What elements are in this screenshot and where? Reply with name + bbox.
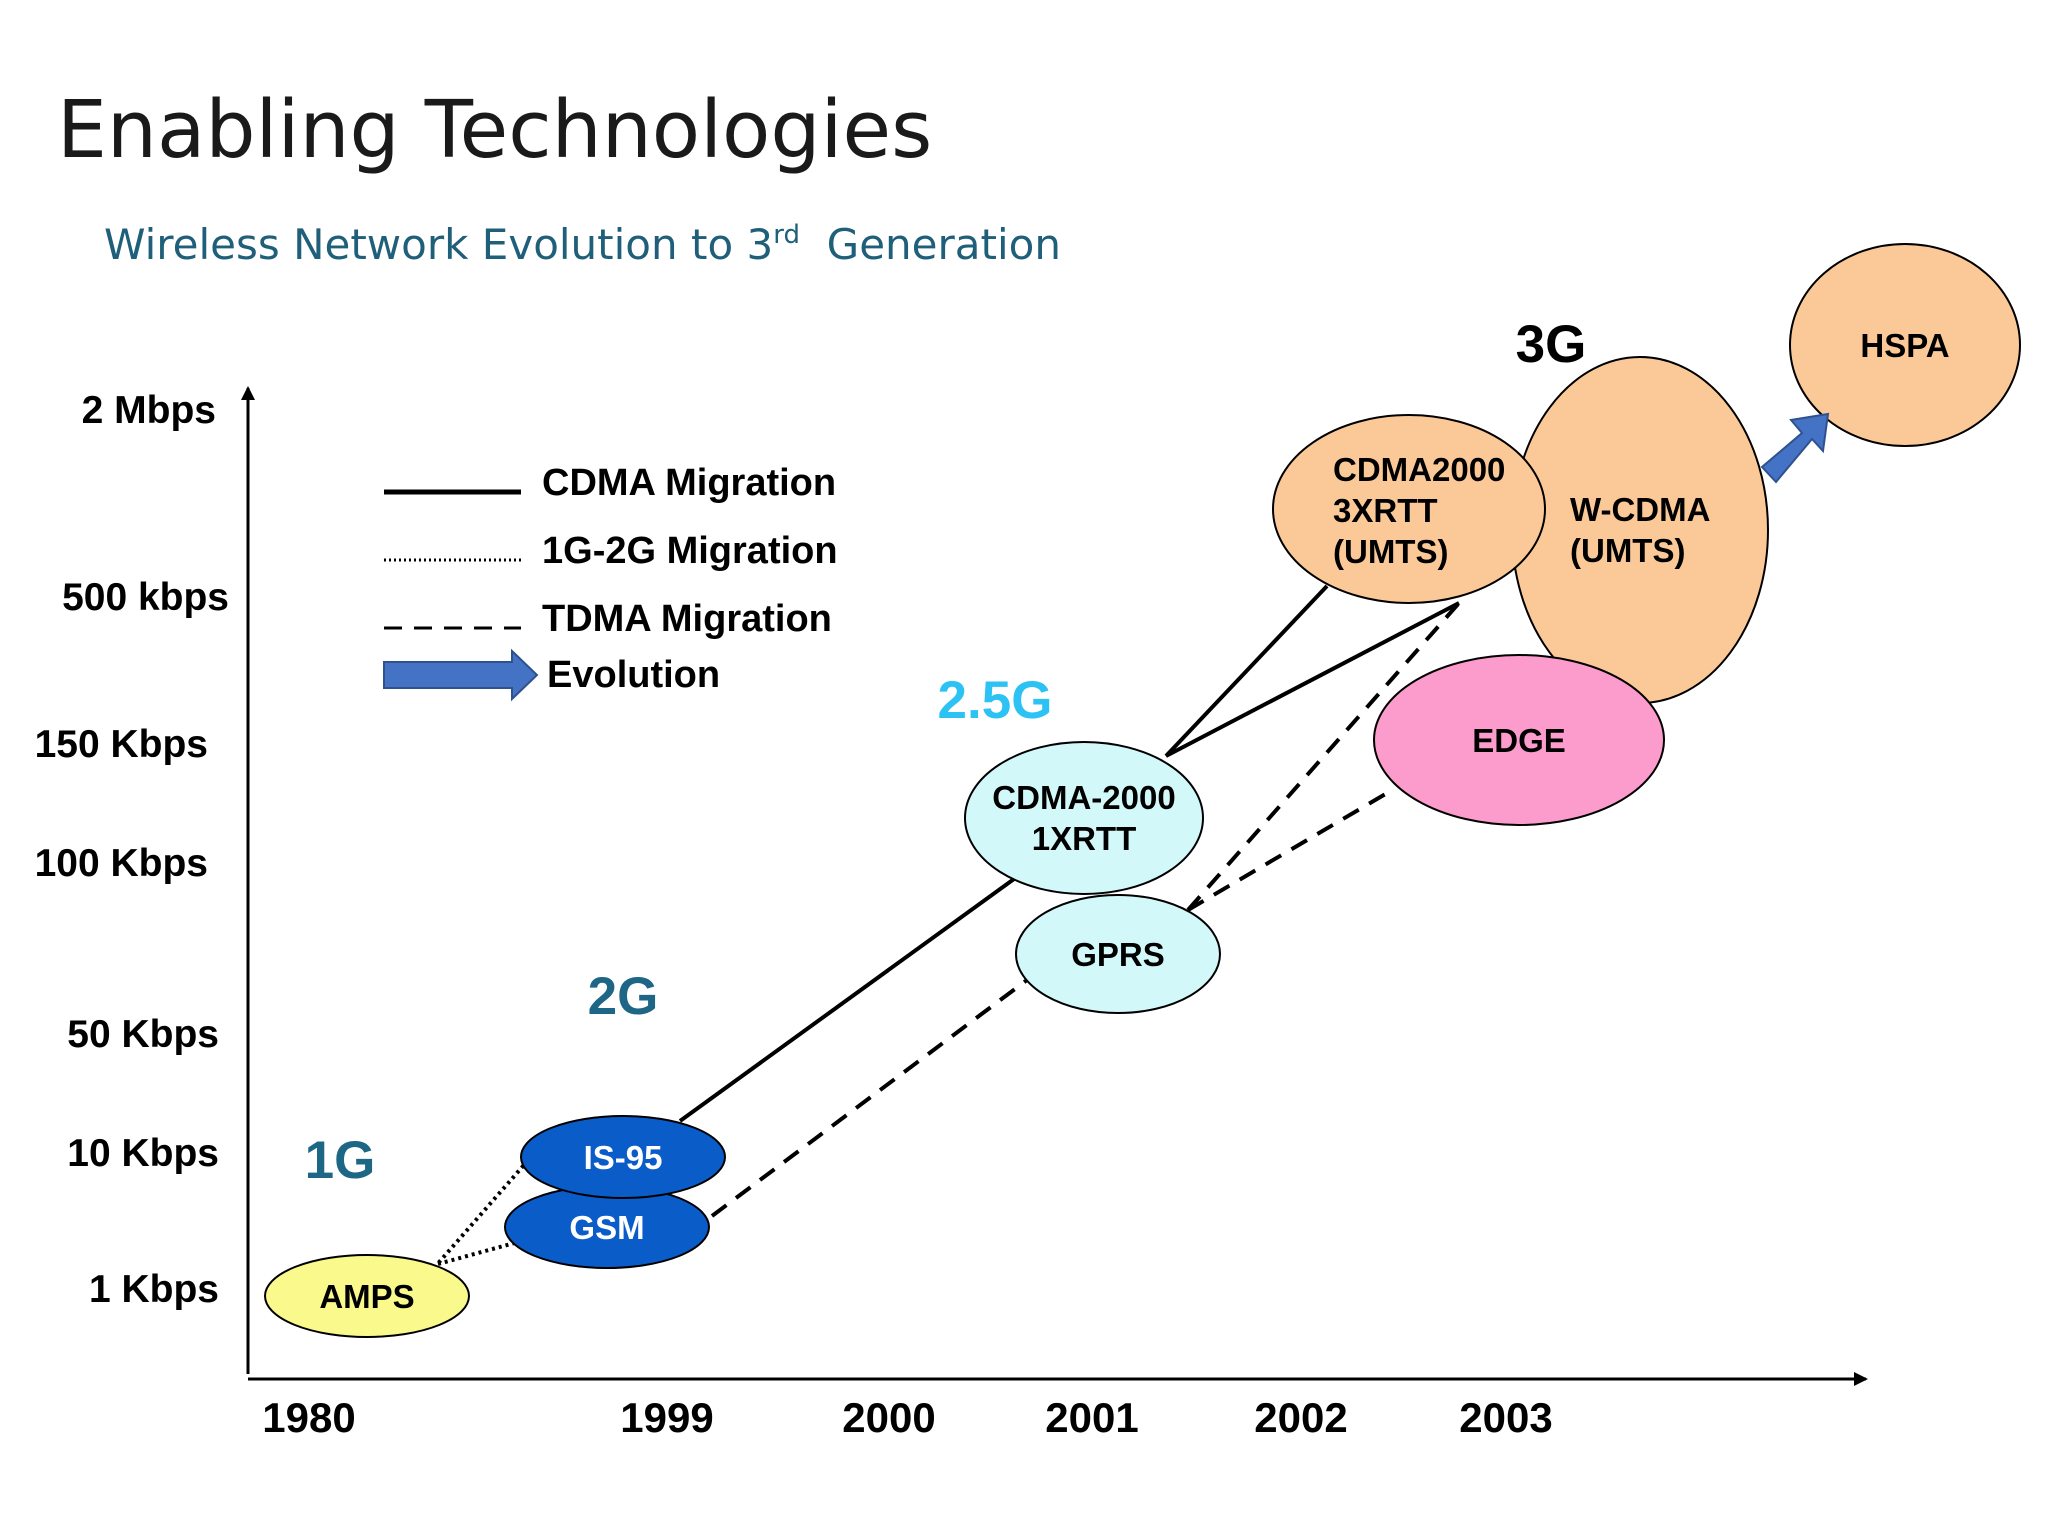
node-cdma3x-label-1: CDMA2000 (1333, 451, 1505, 488)
legend-cdma-label: CDMA Migration (542, 462, 836, 504)
node-hspa-shape (1789, 243, 2021, 447)
legend-1g2g-label: 1G-2G Migration (542, 530, 838, 572)
y-label-100kbps: 100 Kbps (35, 842, 208, 885)
x-label-2003: 2003 (1459, 1394, 1552, 1441)
node-gprs-label: GPRS (1071, 936, 1165, 973)
node-edge-shape (1373, 654, 1665, 826)
node-is95-label: IS-95 (584, 1139, 663, 1176)
page-title: Enabling Technologies (57, 84, 933, 176)
gen-label-2g: 2G (588, 967, 659, 1026)
legend-tdma-label: TDMA Migration (542, 598, 832, 640)
x-label-2001: 2001 (1045, 1394, 1138, 1441)
page-subtitle: Wireless Network Evolution to 3rd Genera… (104, 220, 1061, 269)
migration-gprs-wcdma (1186, 601, 1461, 912)
gen-label-3g: 3G (1516, 315, 1587, 374)
x-label-1999: 1999 (620, 1394, 713, 1441)
node-wcdma-shape (1511, 356, 1769, 704)
migration-gsm-gprs (710, 978, 1029, 1218)
migration-cdma1x-cdma3x (1164, 584, 1329, 758)
y-label-2mbps: 2 Mbps (82, 389, 216, 432)
node-wcdma-label-2: (UMTS) (1570, 532, 1685, 569)
node-cdma3x-label-2: 3XRTT (1333, 492, 1438, 529)
node-amps-label: AMPS (319, 1278, 414, 1315)
migration-gprs-edge (1186, 787, 1396, 912)
node-is95-shape (520, 1115, 726, 1199)
migration-is95-cdma1x (678, 877, 1016, 1123)
x-label-2002: 2002 (1254, 1394, 1347, 1441)
node-edge-label: EDGE (1472, 722, 1566, 759)
migration-cdma1x-wcdma (1165, 601, 1460, 758)
y-label-1kbps: 1 Kbps (89, 1268, 219, 1311)
gen-label-2-5g: 2.5G (938, 671, 1053, 730)
subtitle-sup: rd (773, 220, 800, 250)
legend-evolution-arrow (383, 648, 539, 702)
node-cdma3x-label-3: (UMTS) (1333, 533, 1448, 570)
evolution-arrow-wcdma-hspa (1760, 412, 1830, 484)
node-gsm-label: GSM (569, 1209, 644, 1246)
x-label-2000: 2000 (842, 1394, 935, 1441)
x-label-1980: 1980 (262, 1394, 355, 1441)
node-wcdma-label-1: W-CDMA (1570, 491, 1710, 528)
y-label-500kbps: 500 kbps (62, 576, 229, 619)
node-cdma1x-shape (964, 741, 1204, 895)
legend: CDMA Migration 1G-2G Migration TDMA Migr… (383, 462, 838, 702)
gen-label-1g: 1G (305, 1131, 376, 1190)
node-amps-shape (264, 1254, 470, 1338)
node-gprs-shape (1015, 894, 1221, 1014)
node-cdma1x-label-2: 1XRTT (1032, 820, 1137, 857)
legend-evolution-label: Evolution (547, 654, 720, 696)
migration-amps-is95 (432, 1163, 526, 1270)
subtitle-text: Wireless Network Evolution to 3 (104, 220, 774, 269)
y-label-10kbps: 10 Kbps (67, 1132, 219, 1175)
migration-amps-gsm (437, 1240, 519, 1266)
y-label-150kbps: 150 Kbps (35, 723, 208, 766)
node-cdma1x-label-1: CDMA-2000 (992, 779, 1175, 816)
y-label-50kbps: 50 Kbps (67, 1013, 219, 1056)
subtitle-suffix: Generation (799, 220, 1061, 269)
node-cdma3x-shape (1272, 414, 1546, 604)
node-hspa-label: HSPA (1860, 327, 1949, 364)
